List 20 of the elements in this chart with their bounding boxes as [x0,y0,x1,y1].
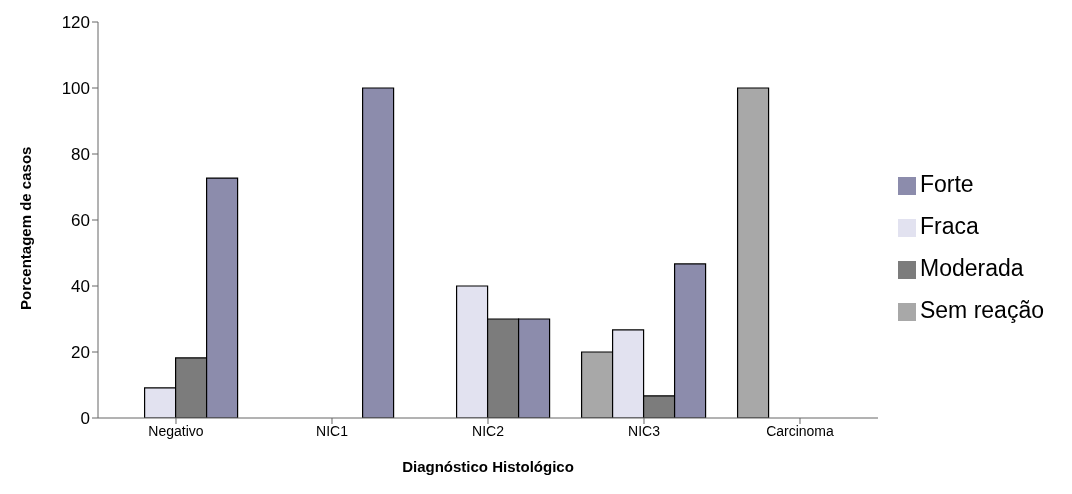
x-tick-label: NIC2 [472,422,505,439]
y-tick-label: 40 [71,277,90,297]
y-tick-label: 60 [71,211,90,231]
y-tick-label: 100 [61,79,90,99]
x-tick-label: Carcinoma [766,422,835,439]
x-axis-title: Diagnóstico Histológico [402,458,574,475]
legend-label: Sem reação [919,297,1044,323]
y-tick-label: 0 [80,409,90,429]
legend-label: Moderada [919,255,1024,281]
x-tick-label: Negativo [148,422,204,439]
x-tick-label: NIC3 [628,422,661,439]
y-tick-label: 120 [61,13,90,33]
legend-label: Forte [919,171,974,197]
y-tick-label: 80 [71,145,90,165]
y-axis-title: Porcentagem de casos [17,146,35,310]
y-tick-label: 20 [71,343,90,363]
x-tick-label: NIC1 [316,422,349,439]
bar [362,87,395,418]
legend-label: Fraca [919,213,979,239]
bar [736,87,770,418]
